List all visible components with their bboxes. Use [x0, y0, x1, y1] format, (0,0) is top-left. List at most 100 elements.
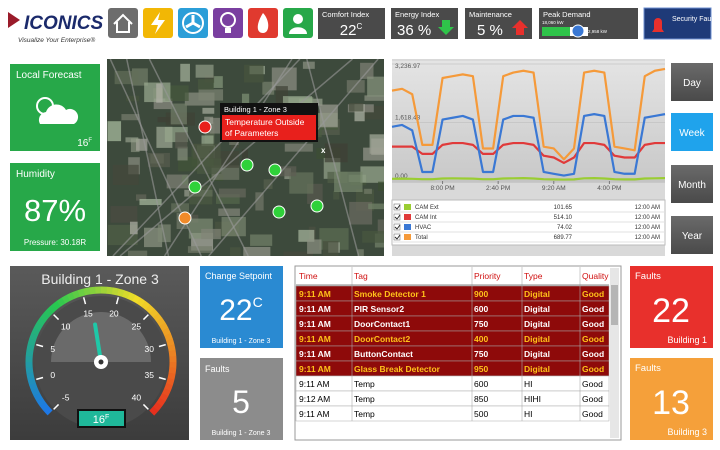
fault-tile[interactable]: [630, 358, 713, 440]
humidity-tile[interactable]: Humidity 87% Pressure: 30.18R: [10, 163, 100, 251]
map-block: [346, 80, 365, 93]
gauge-arc: [152, 402, 163, 412]
kpi-comfort[interactable]: Comfort Index 22C: [318, 8, 385, 39]
tile-title: Faults: [205, 364, 230, 374]
fault-tile[interactable]: [630, 266, 713, 348]
table-row[interactable]: [295, 360, 610, 377]
gauge-arc: [161, 388, 171, 397]
legend-checkbox[interactable]: [393, 213, 401, 221]
table-cell: DoorContact1: [354, 319, 410, 329]
table-cell: 9:11 AM: [299, 319, 331, 329]
trend-chart: 0.00 1,618.48 3,236.97 8:00 PM 2:40 PM 9:20 A…: [391, 59, 666, 256]
table-cell: HI: [524, 379, 533, 389]
logo[interactable]: ICONICS Visualize Your Enterprise®: [8, 12, 104, 44]
series-line: [391, 113, 666, 177]
setpoint-tile[interactable]: Change Setpoint 22C Building 1 - Zone 3: [200, 266, 283, 348]
lighting-button[interactable]: [213, 8, 243, 38]
marker-ok[interactable]: [240, 158, 254, 172]
up-arrow: [512, 20, 528, 35]
map-block: [377, 219, 384, 235]
kpi-maintenance[interactable]: Maintenance 5 %: [465, 8, 532, 39]
map[interactable]: Building 1 - Zone 3 Temperature Outside …: [107, 59, 398, 267]
map-road: [306, 59, 360, 256]
scrollbar[interactable]: [610, 268, 619, 438]
tile-caption: Building 1: [667, 335, 707, 345]
gauge-tick-label: 0: [50, 370, 55, 380]
table-cell: DoorContact2: [354, 334, 410, 344]
map-block: [139, 198, 162, 206]
map-road: [112, 59, 301, 256]
home-button[interactable]: [108, 8, 138, 38]
security-faults[interactable]: Security Faults: [643, 7, 719, 40]
column-header[interactable]: Priority: [474, 271, 501, 281]
range-button-label[interactable]: Year: [682, 231, 703, 242]
legend-value: 74.02: [557, 225, 573, 231]
table-row[interactable]: [295, 390, 610, 407]
gauge-value-number: 16: [93, 414, 105, 426]
map-block: [315, 127, 322, 138]
table-cell: 9:11 AM: [299, 364, 331, 374]
gauge-tick-label: 30: [145, 344, 155, 354]
table-row[interactable]: [295, 345, 610, 362]
range-button-label[interactable]: Month: [678, 180, 706, 191]
legend-value: 514.10: [554, 215, 573, 221]
range-button[interactable]: [671, 165, 713, 203]
legend-checkbox[interactable]: [393, 233, 401, 241]
table-row[interactable]: [295, 405, 610, 422]
marker-ok[interactable]: [268, 163, 282, 177]
kpi-value: 36 %: [397, 22, 431, 39]
kpi-energy[interactable]: Energy Index 36 %: [391, 8, 458, 39]
range-button[interactable]: [671, 113, 713, 151]
table-cell: 600: [474, 379, 488, 389]
scroll-thumb[interactable]: [611, 285, 618, 325]
range-button[interactable]: [671, 63, 713, 101]
gauge-arc: [156, 397, 166, 407]
kpi-number: 22: [340, 22, 357, 39]
table-cell: Good: [582, 394, 603, 404]
column-header[interactable]: Quality: [582, 271, 609, 281]
map-block: [107, 121, 122, 142]
forecast-tile[interactable]: Local Forecast 16F: [10, 64, 100, 151]
marker-ok[interactable]: [272, 205, 286, 219]
pressure: Pressure: 30.18R: [24, 238, 86, 247]
plot-area: [392, 61, 665, 183]
gauge-arc: [159, 393, 169, 402]
kpi-label: Peak Demand: [543, 10, 591, 19]
lighting-base: [225, 28, 231, 33]
map-block: [271, 67, 297, 91]
marker-alarm[interactable]: [198, 120, 212, 134]
table-row[interactable]: [295, 315, 610, 332]
tooltip-close[interactable]: x: [321, 146, 326, 155]
column-header[interactable]: Tag: [354, 271, 368, 281]
legend-checkbox[interactable]: [393, 223, 401, 231]
kpi-peak-demand[interactable]: Peak Demand 18,060 kW 2,958 kW: [539, 8, 638, 39]
table-row[interactable]: [295, 285, 610, 302]
table-row[interactable]: [295, 375, 610, 392]
kpi-label: Comfort Index: [322, 10, 369, 19]
marker-warning[interactable]: [178, 211, 192, 225]
marker-ok[interactable]: [188, 180, 202, 194]
gauge-arc: [168, 350, 177, 357]
table-cell: Digital: [524, 334, 550, 344]
tile: [10, 163, 100, 251]
table-row[interactable]: [295, 300, 610, 317]
map-block: [193, 143, 221, 159]
table-cell: ButtonContact: [354, 349, 413, 359]
legend-check: [394, 234, 401, 240]
table-row[interactable]: [295, 330, 610, 347]
gauge-arc: [83, 287, 91, 296]
zone-faults-tile[interactable]: Faults 5 Building 1 - Zone 3: [200, 358, 283, 440]
range-button-label[interactable]: Week: [679, 128, 705, 139]
range-button-label[interactable]: Day: [683, 78, 701, 89]
gauge-arc: [149, 308, 159, 318]
marker-ok[interactable]: [310, 199, 324, 213]
legend-check: [394, 204, 401, 210]
table-cell: Good: [582, 334, 604, 344]
legend-checkbox[interactable]: [393, 203, 401, 211]
column-header[interactable]: Type: [524, 271, 543, 281]
humidity-value: 87%: [24, 193, 86, 228]
kpi-label: Maintenance: [469, 10, 512, 19]
range-button[interactable]: [671, 216, 713, 254]
column-header[interactable]: Time: [299, 271, 318, 281]
legend-swatch: [404, 234, 411, 240]
